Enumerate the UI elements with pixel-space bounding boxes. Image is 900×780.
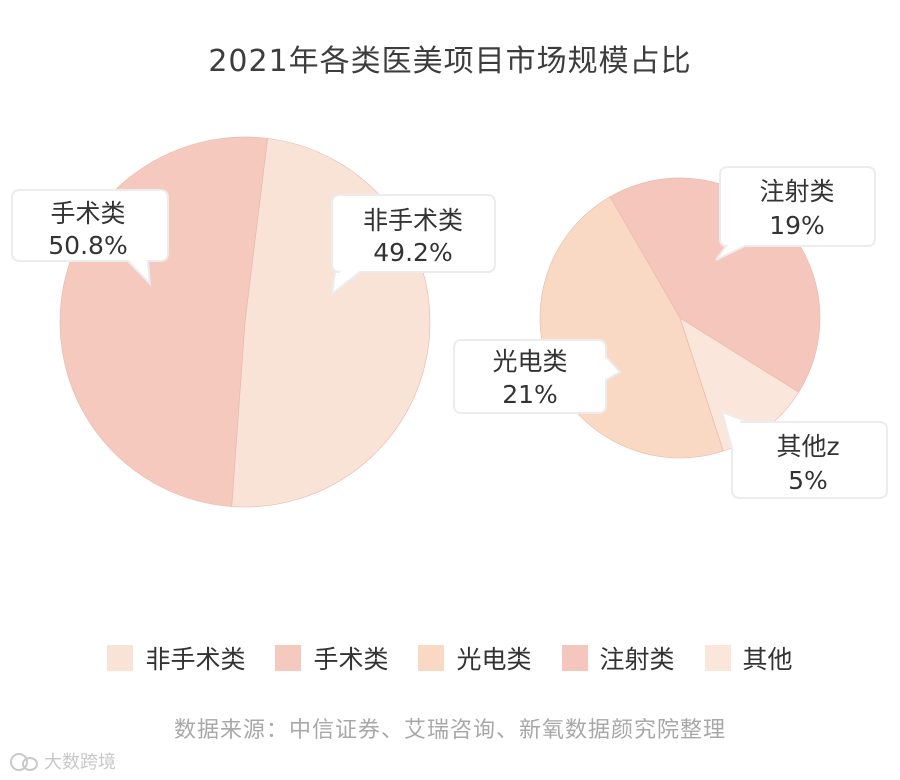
callout-nonsurgical-value: 49.2% xyxy=(373,238,452,267)
legend-item-3: 注射类 xyxy=(561,640,675,676)
source-note: 数据来源：中信证券、艾瑞咨询、新氧数据颜究院整理 xyxy=(173,718,726,743)
legend-item-0: 非手术类 xyxy=(107,640,245,676)
legend-label: 注射类 xyxy=(599,645,675,674)
pie-left-slice-0 xyxy=(231,138,431,508)
legend-label: 非手术类 xyxy=(145,645,246,674)
callout-injection-value: 19% xyxy=(769,211,825,240)
legend-swatch xyxy=(275,645,302,671)
legend-label: 其他 xyxy=(742,645,793,674)
legend-swatch xyxy=(418,645,445,671)
callout-nonsurgical-label: 非手术类 xyxy=(363,206,463,235)
chart-title: 2021年各类医美项目市场规模占比 xyxy=(208,44,692,79)
legend-swatch xyxy=(107,645,134,671)
watermark-logo-icon xyxy=(8,751,38,771)
legend-swatch xyxy=(704,645,731,671)
legend-swatch xyxy=(561,645,588,671)
pie-charts: 手术类 50.8% 非手术类 49.2% 注射类 19% 光电类 21% 其他z… xyxy=(11,136,888,508)
legend-item-2: 光电类 xyxy=(418,640,532,676)
legend-item-1: 手术类 xyxy=(275,640,388,676)
callout-surgical-label: 手术类 xyxy=(50,199,125,228)
callout-injection-label: 注射类 xyxy=(759,177,834,206)
watermark: 大数跨境 xyxy=(8,748,116,774)
legend-item-4: 其他 xyxy=(704,640,793,676)
callout-surgical-value: 50.8% xyxy=(48,231,127,260)
callout-photoelectric: 光电类 21% xyxy=(453,339,622,414)
callout-nonsurgical: 非手术类 49.2% xyxy=(330,194,496,297)
callout-photoelectric-label: 光电类 xyxy=(492,347,567,376)
callout-other-value: 5% xyxy=(788,466,828,495)
callout-injection: 注射类 19% xyxy=(715,166,876,261)
callout-surgical: 手术类 50.8% xyxy=(11,189,169,287)
legend-label: 手术类 xyxy=(313,645,389,674)
legend-label: 光电类 xyxy=(456,645,532,674)
legend: 非手术类 手术类 光电类 注射类 其他 xyxy=(0,640,900,676)
callout-other-label: 其他z xyxy=(776,432,839,461)
watermark-text: 大数跨境 xyxy=(44,752,116,773)
callout-other: 其他z 5% xyxy=(720,410,888,499)
callout-photoelectric-value: 21% xyxy=(502,380,558,409)
